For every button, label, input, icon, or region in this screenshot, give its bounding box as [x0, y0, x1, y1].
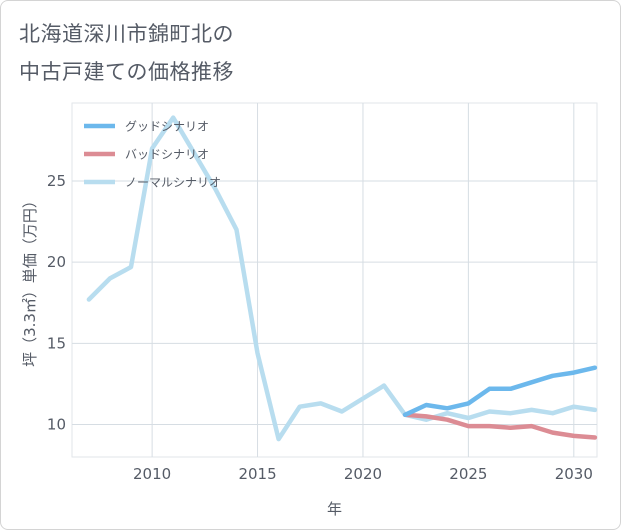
chart-title-line-2: 中古戸建ての価格推移 [19, 60, 234, 84]
x-tick-label: 2015 [238, 465, 276, 483]
legend-label-0: グッドシナリオ [125, 120, 209, 134]
legend-label-1: バッドシナリオ [125, 148, 209, 162]
x-tick-label: 2010 [133, 465, 171, 483]
y-tick-label: 20 [47, 253, 66, 271]
series-line-1 [402, 412, 598, 440]
series-line-2 [86, 115, 598, 442]
y-axis-title: 坪（3.3㎡）単価（万円） [21, 193, 39, 367]
series-line-0 [402, 365, 598, 418]
chart-title: 北海道深川市錦町北の 中古戸建ての価格推移 [19, 15, 234, 91]
x-tick-label: 2020 [344, 465, 382, 483]
y-tick-label: 10 [47, 416, 66, 434]
x-axis-title: 年 [327, 500, 342, 518]
chart-title-line-1: 北海道深川市錦町北の [19, 22, 234, 46]
x-tick-label: 2030 [555, 465, 593, 483]
x-tick-label: 2025 [449, 465, 487, 483]
y-tick-label: 25 [47, 172, 66, 190]
plot-area [71, 102, 598, 458]
y-tick-label: 15 [47, 334, 66, 352]
legend-label-2: ノーマルシナリオ [125, 176, 221, 190]
